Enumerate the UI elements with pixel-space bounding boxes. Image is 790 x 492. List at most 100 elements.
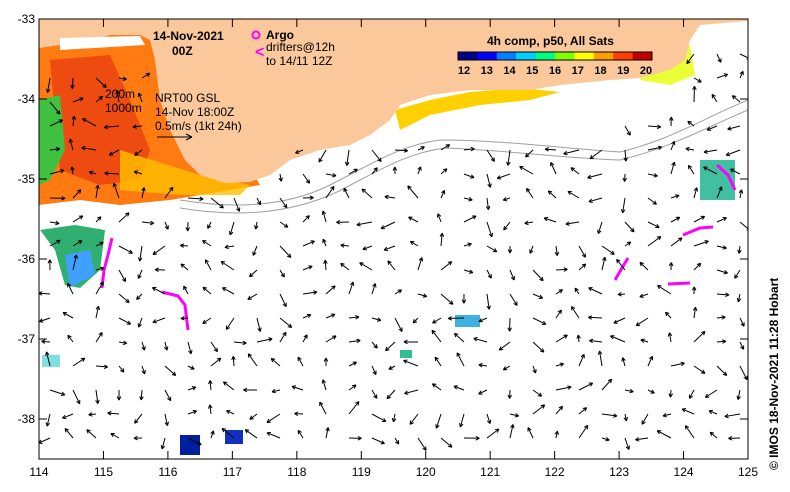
current-arrow xyxy=(709,431,718,439)
sst-patch-mid2 xyxy=(400,350,412,358)
current-arrow xyxy=(502,197,511,202)
current-arrow xyxy=(668,389,673,398)
current-arrow xyxy=(440,144,451,151)
current-arrow xyxy=(208,380,213,391)
drifter-track xyxy=(613,257,630,281)
current-arrow xyxy=(118,76,127,81)
current-arrow xyxy=(507,317,512,332)
current-arrow xyxy=(408,216,419,223)
current-arrow xyxy=(453,332,465,343)
current-arrow xyxy=(348,384,357,391)
current-arrow xyxy=(45,77,51,94)
argo-marker-icon xyxy=(251,30,261,40)
current-arrow xyxy=(394,148,408,153)
current-arrow xyxy=(295,149,304,154)
current-arrow xyxy=(624,221,635,233)
current-arrow xyxy=(95,77,107,88)
y-axis: -33 -34 -35 -36 -37 -38 xyxy=(18,12,748,426)
current-arrow xyxy=(431,383,442,391)
current-arrow xyxy=(509,413,520,418)
current-arrow xyxy=(498,341,511,351)
current-arrow xyxy=(667,332,673,343)
current-arrow xyxy=(624,388,634,394)
current-arrow xyxy=(739,317,745,327)
current-arrow xyxy=(340,262,350,271)
current-arrow xyxy=(716,73,729,79)
current-arrow xyxy=(154,267,166,272)
colorbar-tick-label: 12 xyxy=(458,65,470,77)
current-arrow xyxy=(45,351,51,367)
current-arrow xyxy=(685,146,695,152)
current-arrow xyxy=(601,378,613,391)
current-arrow xyxy=(527,427,534,439)
current-arrow xyxy=(248,269,258,278)
current-arrow xyxy=(210,430,215,439)
x-tick-label: 121 xyxy=(480,465,500,479)
current-arrow xyxy=(321,379,327,391)
current-arrow xyxy=(601,256,607,271)
current-arrow xyxy=(133,435,143,441)
current-arrow xyxy=(529,245,534,254)
current-arrow xyxy=(703,149,718,154)
current-arrow xyxy=(507,245,513,254)
current-arrow xyxy=(152,317,166,324)
current-arrow xyxy=(691,286,697,295)
current-arrow xyxy=(544,147,557,152)
current-arrow xyxy=(555,309,562,319)
current-arrow xyxy=(554,245,560,256)
current-arrow xyxy=(70,77,75,89)
drifter-tracks xyxy=(100,163,737,331)
current-arrow xyxy=(597,221,603,235)
current-arrow xyxy=(647,221,660,229)
current-arrow xyxy=(225,317,235,330)
current-arrow xyxy=(348,361,358,367)
current-arrow xyxy=(574,287,580,295)
current-arrow xyxy=(532,317,547,325)
current-arrow xyxy=(708,409,718,415)
current-arrow xyxy=(49,389,66,397)
current-arrow xyxy=(519,165,534,175)
current-arrow xyxy=(107,411,120,416)
current-arrow xyxy=(95,95,104,103)
current-arrow xyxy=(134,413,143,424)
current-arrow xyxy=(247,353,258,367)
current-arrow xyxy=(463,215,477,223)
current-arrow xyxy=(141,72,151,79)
sst-patch-sw xyxy=(42,355,60,367)
current-arrow xyxy=(348,401,360,415)
current-arrow xyxy=(325,185,335,199)
current-arrow xyxy=(461,293,467,304)
drifter-track xyxy=(100,237,114,289)
current-arrow xyxy=(486,293,491,310)
current-arrow xyxy=(394,289,403,295)
current-arrow xyxy=(716,186,723,199)
current-arrow xyxy=(256,337,273,343)
current-arrow xyxy=(371,167,378,175)
current-arrow xyxy=(348,435,362,441)
current-arrow xyxy=(49,119,64,127)
colorbar-tick-label: 15 xyxy=(526,65,538,77)
current-arrow xyxy=(221,287,235,295)
current-arrow xyxy=(118,212,130,223)
current-arrow xyxy=(687,120,695,127)
current-arrow xyxy=(325,313,336,319)
current-arrow xyxy=(322,238,327,247)
current-arrow xyxy=(323,259,328,271)
current-arrow xyxy=(693,215,706,223)
current-arrow xyxy=(440,189,446,199)
current-arrow xyxy=(440,261,453,271)
current-arrow xyxy=(693,262,702,271)
current-arrow xyxy=(321,210,327,223)
current-arrow xyxy=(187,365,195,370)
current-arrow xyxy=(439,232,445,247)
current-arrow xyxy=(656,430,672,439)
current-arrow xyxy=(348,315,360,320)
current-arrow xyxy=(668,262,674,271)
colorbar-swatch xyxy=(516,52,537,60)
current-arrow xyxy=(587,173,603,180)
colorbar-tick-label: 13 xyxy=(481,65,493,77)
current-arrow xyxy=(670,161,676,175)
current-arrow xyxy=(486,413,492,425)
current-arrow xyxy=(567,190,580,199)
scale-text: 0.5m/s (1kt 24h) xyxy=(155,119,242,133)
